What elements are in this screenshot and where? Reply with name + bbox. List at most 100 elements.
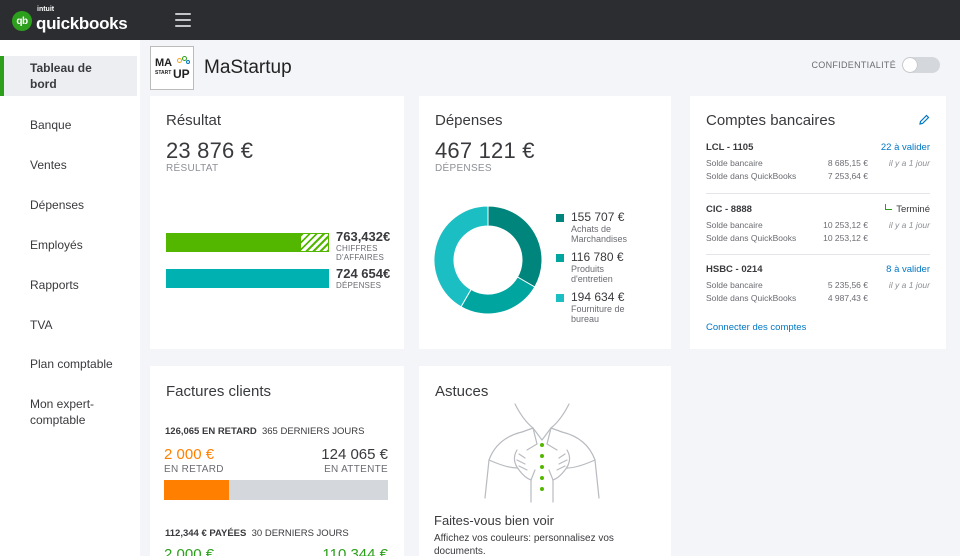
legend-swatch	[556, 254, 564, 262]
resultat-caption: RÉSULTAT	[166, 163, 219, 174]
bank-balance-amount: 5 235,56 €	[827, 280, 868, 290]
legend-caption: Produits d'entretien	[571, 264, 613, 284]
company-header: MA START UP MaStartup	[150, 46, 292, 90]
sidebar-item-banque[interactable]: Banque	[30, 118, 72, 132]
revenue-value: 763,432€	[336, 229, 391, 244]
pencil-icon[interactable]	[918, 114, 930, 126]
bank-balance-label: Solde bancaire	[706, 158, 763, 168]
privacy-label: CONFIDENTIALITÉ	[811, 60, 896, 70]
legend-caption: Achats de Marchandises	[571, 224, 628, 244]
top-bar: qb intuit quickbooks	[0, 0, 960, 40]
legend-swatch	[556, 214, 564, 222]
hamburger-menu-icon[interactable]	[175, 13, 191, 27]
sidebar-item-depenses[interactable]: Dépenses	[30, 198, 85, 212]
sidebar-item-label: Mon expert-comptable	[30, 397, 95, 427]
sidebar-item-tva[interactable]: TVA	[30, 318, 53, 332]
legend-value: 194 634 €	[571, 290, 625, 304]
resultat-title: Résultat	[166, 112, 222, 129]
expenses-caption: DÉPENSES	[336, 281, 382, 290]
bank-balance-updated: il y a 1 jour	[888, 280, 930, 290]
bank-name: HSBC - 0214	[706, 264, 763, 275]
pending-caption: EN ATTENTE	[324, 464, 388, 475]
check-icon	[885, 204, 893, 210]
legend-value: 155 707 €	[571, 210, 625, 224]
qb-balance-label: Solde dans QuickBooks	[706, 171, 797, 181]
astuces-card[interactable]: Astuces Faites-vous bien voir Affichez v…	[419, 366, 671, 556]
legend-swatch	[556, 294, 564, 302]
bank-balance-label: Solde bancaire	[706, 280, 763, 290]
overdue-value: 2 000 €	[164, 446, 215, 463]
resultat-card[interactable]: Résultat 23 876 € RÉSULTAT 763,432€ CHIF…	[150, 96, 404, 349]
sidebar-item-ventes[interactable]: Ventes	[30, 158, 67, 172]
intuit-label: intuit	[37, 6, 55, 13]
sidebar-item-rapports[interactable]: Rapports	[30, 278, 79, 292]
depenses-card[interactable]: Dépenses 467 121 € DÉPENSES 155 707 € Ac…	[419, 96, 671, 349]
qb-balance-amount: 7 253,64 €	[827, 171, 868, 181]
connect-accounts-link[interactable]: Connecter des comptes	[706, 322, 807, 333]
bank-account-lcl[interactable]: LCL - 1105 22 à valider Solde bancaire 8…	[706, 142, 930, 186]
divider	[706, 254, 930, 255]
astuces-title: Astuces	[435, 383, 489, 400]
qb-balance-amount: 4 987,43 €	[827, 293, 868, 303]
depenses-title: Dépenses	[435, 112, 503, 129]
to-validate-link[interactable]: 22 à valider	[880, 142, 930, 153]
qb-balance-amount: 10 253,12 €	[823, 233, 868, 243]
bank-account-cic[interactable]: CIC - 8888 Terminé Solde bancaire 10 253…	[706, 204, 930, 248]
paid-right-value: 110 344 €	[322, 546, 388, 556]
company-name: MaStartup	[204, 57, 292, 78]
quickbooks-wordmark: quickbooks	[36, 14, 128, 33]
invoice-status-bar[interactable]	[164, 480, 388, 500]
donut-slice-1[interactable]	[487, 205, 543, 288]
depenses-donut-chart[interactable]	[433, 205, 543, 315]
to-validate-link[interactable]: 8 à valider	[886, 264, 930, 275]
sidebar-item-employes[interactable]: Employés	[30, 238, 83, 252]
revenue-caption-1: CHIFFRES	[336, 244, 378, 253]
shirt-illustration-icon	[484, 403, 600, 503]
depenses-value: 467 121 €	[435, 138, 535, 163]
tip-title: Faites-vous bien voir	[434, 513, 554, 528]
paid-summary: 112,344 € PAYÉES 30 DERNIERS JOURS	[165, 528, 349, 539]
privacy-toggle-group: CONFIDENTIALITÉ	[811, 57, 940, 73]
toggle-knob	[903, 58, 917, 72]
unpaid-summary: 126,065 EN RETARD 365 DERNIERS JOURS	[165, 426, 365, 437]
expenses-bar	[166, 269, 329, 288]
donut-slice-3[interactable]	[433, 205, 489, 308]
company-logo: MA START UP	[150, 46, 194, 90]
legend-value: 116 780 €	[571, 250, 624, 264]
bank-account-hsbc[interactable]: HSBC - 0214 8 à valider Solde bancaire 5…	[706, 264, 930, 308]
expenses-value: 724 654€	[336, 266, 391, 281]
sidebar-item-plan-comptable[interactable]: Plan comptable	[30, 357, 113, 371]
bank-balance-amount: 10 253,12 €	[823, 220, 868, 230]
resultat-value: 23 876 €	[166, 138, 254, 163]
revenue-caption-2: D'AFFAIRES	[336, 253, 384, 262]
bank-balance-label: Solde bancaire	[706, 220, 763, 230]
privacy-toggle[interactable]	[902, 57, 940, 73]
legend-caption: Fourniture de bureau	[571, 304, 625, 324]
bank-balance-updated: il y a 1 jour	[888, 158, 930, 168]
revenue-bar-pending	[300, 233, 329, 252]
sidebar-item-mon-expert-comptable[interactable]: Mon expert-comptable	[0, 396, 137, 428]
done-status: Terminé	[885, 204, 930, 215]
sidebar-nav: Tableau de bord Banque Ventes Dépenses E…	[0, 40, 140, 556]
comptes-bancaires-card: Comptes bancaires LCL - 1105 22 à valide…	[690, 96, 946, 349]
donut-slice-2[interactable]	[460, 276, 536, 315]
divider	[706, 193, 930, 194]
paid-left-value: 2 000 €	[164, 546, 215, 556]
revenue-bar	[166, 233, 300, 252]
factures-title: Factures clients	[166, 383, 272, 400]
qb-balance-label: Solde dans QuickBooks	[706, 293, 797, 303]
sidebar-item-label: Tableau de bord	[30, 61, 92, 91]
bank-balance-amount: 8 685,15 €	[827, 158, 868, 168]
qb-logo-icon: qb	[12, 11, 32, 31]
depenses-caption: DÉPENSES	[435, 163, 492, 174]
bank-name: LCL - 1105	[706, 142, 754, 153]
overdue-bar-fill	[164, 480, 229, 500]
quickbooks-logo[interactable]: qb intuit quickbooks	[12, 6, 128, 34]
overdue-caption: EN RETARD	[164, 464, 224, 475]
pending-value: 124 065 €	[321, 446, 388, 463]
factures-clients-card[interactable]: Factures clients 126,065 EN RETARD 365 D…	[150, 366, 404, 556]
sidebar-item-tableau-de-bord[interactable]: Tableau de bord	[0, 56, 137, 96]
bank-name: CIC - 8888	[706, 204, 752, 215]
qb-balance-label: Solde dans QuickBooks	[706, 233, 797, 243]
comptes-bancaires-title: Comptes bancaires	[706, 112, 836, 129]
